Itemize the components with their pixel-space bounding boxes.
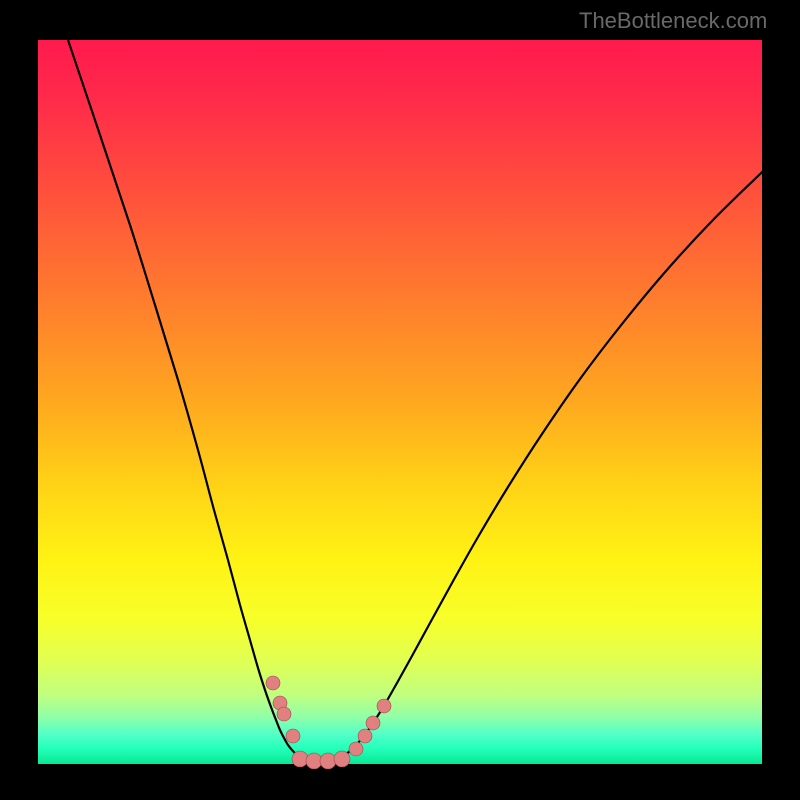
data-marker xyxy=(349,742,363,756)
data-marker xyxy=(358,729,372,743)
data-marker xyxy=(377,699,391,713)
data-marker xyxy=(366,716,380,730)
data-marker xyxy=(334,751,350,767)
data-marker xyxy=(266,676,280,690)
data-marker xyxy=(320,753,336,769)
chart-plot-area xyxy=(38,40,762,764)
data-marker xyxy=(277,707,291,721)
data-marker xyxy=(292,751,308,767)
watermark-text: TheBottleneck.com xyxy=(579,8,767,34)
data-marker xyxy=(306,753,322,769)
bottleneck-curve xyxy=(68,40,763,764)
data-marker xyxy=(286,729,300,743)
chart-svg xyxy=(38,40,762,764)
